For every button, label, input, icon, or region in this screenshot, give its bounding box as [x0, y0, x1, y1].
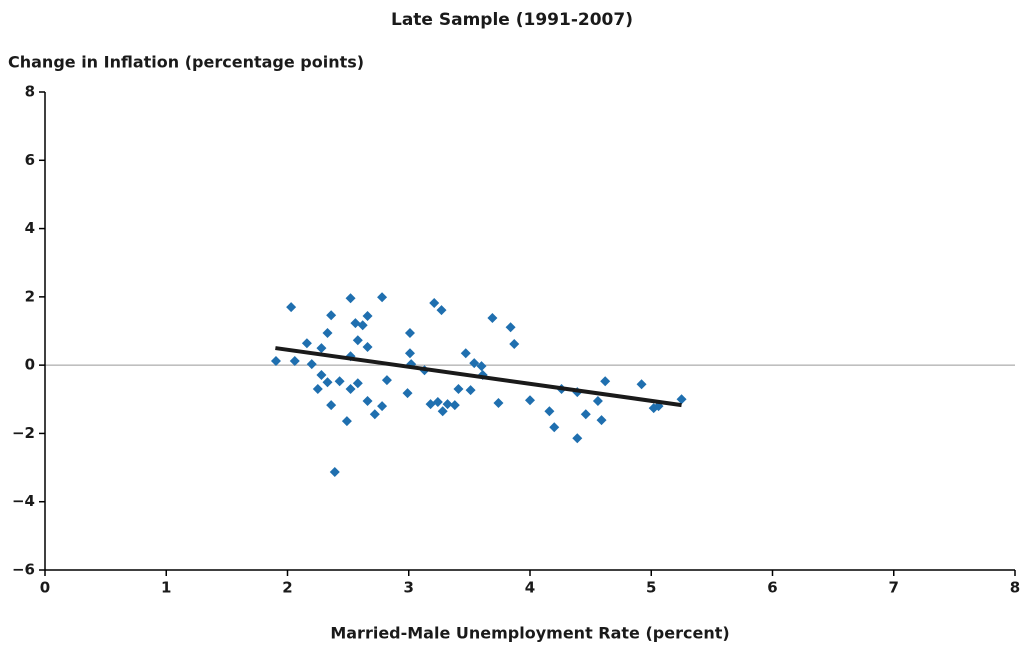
scatter-point: [362, 395, 373, 406]
x-tick-label: 7: [889, 579, 899, 597]
scatter-point: [326, 310, 337, 321]
scatter-point: [306, 359, 317, 370]
y-tick-label: 2: [25, 287, 35, 305]
scatter-point: [270, 356, 281, 367]
x-tick-label: 0: [40, 579, 50, 597]
scatter-point: [487, 313, 498, 324]
y-tick-label: −2: [12, 424, 35, 442]
scatter-point: [429, 298, 440, 309]
scatter-point: [592, 395, 603, 406]
scatter-point: [301, 338, 312, 349]
scatter-point: [345, 293, 356, 304]
scatter-point: [676, 394, 687, 405]
scatter-point: [289, 356, 300, 367]
scatter-point: [357, 320, 368, 331]
scatter-point: [316, 370, 327, 381]
x-tick-label: 5: [646, 579, 656, 597]
scatter-point: [465, 385, 476, 396]
scatter-point: [544, 406, 555, 417]
scatter-point: [453, 384, 464, 395]
scatter-point: [402, 388, 413, 399]
y-tick-label: 6: [25, 151, 35, 169]
scatter-point: [449, 400, 460, 411]
scatter-point: [404, 328, 415, 339]
x-tick-label: 3: [404, 579, 414, 597]
x-tick-label: 4: [525, 579, 535, 597]
x-tick-label: 8: [1010, 579, 1020, 597]
scatter-point: [316, 343, 327, 354]
scatter-point: [425, 399, 436, 410]
fit-line: [275, 346, 682, 408]
scatter-point: [469, 358, 480, 369]
y-axis-label: Change in Inflation (percentage points): [8, 53, 364, 72]
scatter-point: [525, 395, 535, 406]
scatter-point: [322, 377, 333, 388]
scatter-point: [505, 322, 516, 333]
scatter-point: [636, 379, 647, 390]
scatter-point: [381, 375, 392, 386]
scatter-point: [596, 415, 607, 426]
scatter-point: [345, 384, 356, 395]
scatter-point: [362, 310, 373, 321]
scatter-point: [312, 384, 323, 395]
scatter-point: [341, 416, 352, 427]
y-tick-label: 4: [25, 219, 35, 237]
scatter-point: [362, 342, 373, 353]
scatter-point: [460, 348, 471, 359]
scatter-point: [404, 348, 415, 359]
x-axis-label: Married-Male Unemployment Rate (percent): [330, 624, 729, 643]
y-tick-label: 8: [25, 83, 35, 101]
scatter-point: [352, 378, 363, 389]
scatter-point: [436, 305, 447, 316]
scatter-point: [329, 467, 340, 478]
scatter-point: [493, 398, 504, 409]
scatter-point: [350, 318, 361, 329]
scatter-point: [580, 409, 591, 420]
chart-title: Late Sample (1991-2007): [391, 10, 633, 30]
x-tick-label: 6: [767, 579, 777, 597]
scatter-point: [509, 338, 520, 349]
x-tick-label: 1: [161, 579, 171, 597]
scatter-point: [549, 422, 560, 433]
scatter-point: [334, 376, 345, 387]
scatter-point: [572, 433, 583, 444]
y-tick-label: −6: [12, 561, 35, 579]
x-tick-label: 2: [282, 579, 292, 597]
y-tick-label: 0: [25, 356, 35, 374]
scatter-point: [369, 409, 380, 420]
scatter-point: [377, 401, 388, 412]
scatter-point: [437, 406, 448, 417]
scatter-point: [377, 292, 388, 303]
scatter-point: [600, 376, 611, 387]
scatter-point: [432, 397, 443, 408]
scatter-point: [352, 335, 363, 346]
y-tick-label: −4: [12, 492, 35, 510]
scatter-point: [286, 302, 297, 313]
scatter-point: [326, 400, 337, 411]
scatter-point: [322, 328, 333, 339]
scatter-point: [476, 361, 487, 372]
scatter-point: [442, 399, 453, 410]
